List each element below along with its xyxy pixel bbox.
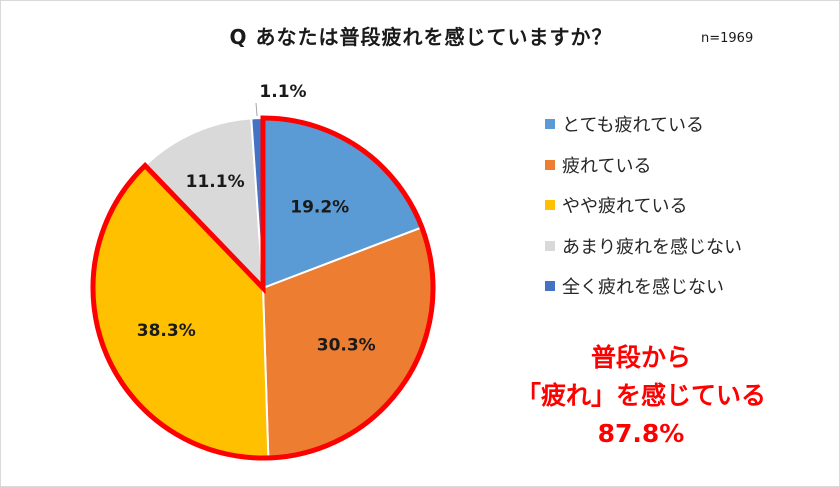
legend-label: 全く疲れを感じない [562, 277, 724, 299]
legend-label: あまり疲れを感じない [562, 236, 742, 258]
legend-swatch [545, 240, 555, 251]
callout-line-2: 「疲れ」を感じている [515, 381, 766, 410]
callout-line-1: 普段から [590, 343, 691, 372]
legend-swatch [545, 119, 555, 130]
legend-swatch [545, 200, 555, 211]
legend-swatch [545, 281, 555, 292]
pie-slice-4 [143, 117, 265, 291]
data-label-3: 38.3% [137, 321, 196, 341]
data-label-5: 1.1% [259, 82, 306, 102]
legend-item-2: 疲れている [545, 145, 742, 186]
data-label-4: 11.1% [186, 172, 245, 192]
legend-item-4: あまり疲れを感じない [545, 226, 742, 267]
legend-label: とても疲れている [562, 115, 705, 137]
legend-swatch [545, 159, 555, 170]
callout: 普段から 「疲れ」を感じている 87.8% [481, 339, 801, 453]
legend-item-1: とても疲れている [545, 104, 742, 145]
sample-size-label: n=1969 [701, 31, 754, 46]
callout-line-3: 87.8% [597, 419, 685, 448]
leader-line [255, 102, 258, 117]
legend-label: やや疲れている [562, 196, 688, 218]
data-label-2: 30.3% [317, 335, 376, 355]
legend-label: 疲れている [562, 155, 652, 177]
chart-title: Q あなたは普段疲れを感じていますか？ [229, 25, 613, 49]
legend: とても疲れている 疲れているやや疲れているあまり疲れを感じない 全く疲れを感じない [545, 104, 742, 307]
legend-item-5: 全く疲れを感じない [545, 266, 742, 307]
legend-item-3: やや疲れている [545, 185, 742, 226]
highlight-outline [90, 115, 436, 461]
data-label-1: 19.2% [290, 198, 349, 218]
